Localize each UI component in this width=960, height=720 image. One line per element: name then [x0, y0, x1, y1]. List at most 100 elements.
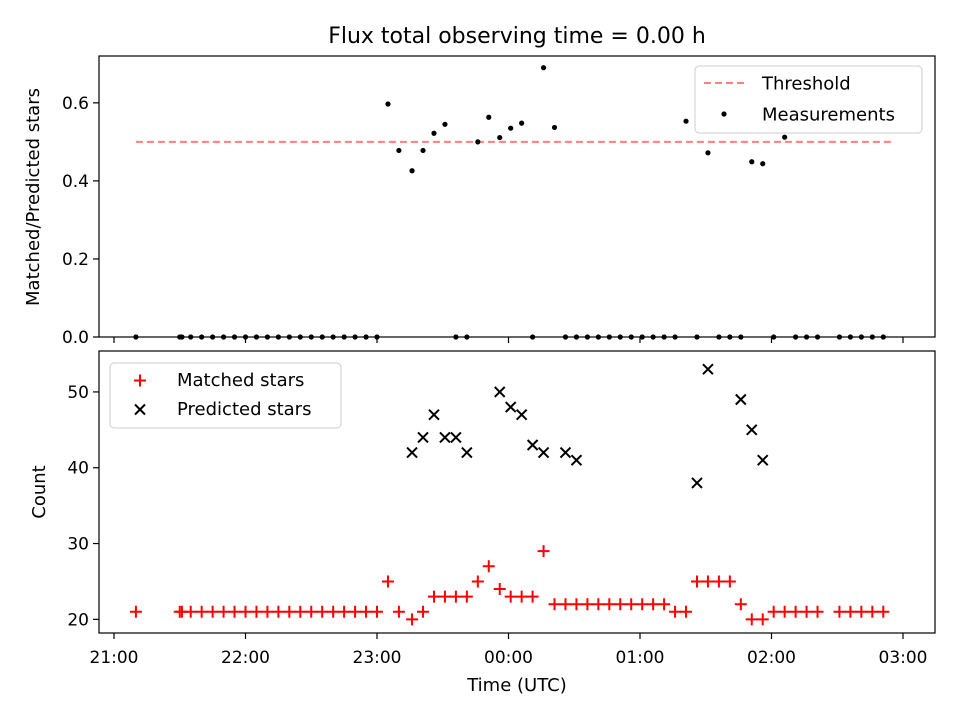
- time-x-tick-label: 03:00: [879, 648, 928, 668]
- measurement-point: [396, 147, 402, 154]
- measurement-point: [650, 334, 656, 340]
- matched-star-point: [272, 605, 285, 618]
- predicted-star-point: [746, 424, 758, 436]
- count-y-tick-label: 20: [67, 610, 89, 630]
- count-y-tick-label: 40: [67, 459, 89, 479]
- measurement-point: [672, 334, 678, 340]
- measurement-point: [264, 334, 271, 340]
- legend-threshold-label: Threshold: [761, 74, 851, 95]
- matched-star-point: [460, 590, 473, 603]
- measurement-point: [453, 334, 459, 340]
- matched-star-point: [723, 575, 736, 588]
- measurement-point: [530, 334, 536, 340]
- matched-star-point: [471, 575, 484, 588]
- ratio-plot-marks: [133, 65, 893, 340]
- measurement-point: [683, 118, 689, 124]
- time-x-tick-label: 02:00: [747, 648, 796, 668]
- matched-star-point: [427, 590, 440, 603]
- time-x-tick-label: 01:00: [616, 648, 665, 668]
- matched-star-point: [294, 605, 307, 618]
- count-y-axis: 20 30 40 50: [67, 383, 99, 630]
- measurement-point: [330, 334, 336, 340]
- matched-star-point: [417, 605, 430, 618]
- predicted-star-point: [526, 439, 539, 451]
- matched-star-point: [690, 575, 703, 588]
- measurement-point: [352, 334, 358, 340]
- time-x-tick-label: 21:00: [90, 648, 139, 668]
- legend-matched-label: Matched stars: [177, 370, 304, 391]
- matched-star-point: [406, 613, 419, 626]
- measurement-point: [297, 334, 303, 340]
- matched-star-point: [526, 590, 539, 603]
- matched-star-point: [515, 590, 528, 603]
- matched-star-point: [811, 605, 824, 618]
- legend-measurements-label: Measurements: [762, 105, 895, 126]
- measurement-point: [133, 334, 139, 340]
- ratio-panel: 0.0 0.2 0.4 0.6 Matched/Predicted stars Thr…: [23, 55, 936, 348]
- matched-star-point: [680, 605, 693, 618]
- time-x-tick-label: 22:00: [221, 648, 270, 668]
- matched-star-point: [217, 605, 230, 618]
- matched-star-point: [283, 605, 296, 618]
- matched-star-point: [449, 590, 462, 603]
- count-legend: Matched stars Predicted stars: [109, 362, 342, 429]
- predicted-star-point: [570, 454, 583, 466]
- measurement-point: [716, 334, 722, 340]
- measurement-point: [220, 334, 227, 340]
- time-x-tick-label: 23:00: [353, 648, 402, 668]
- measurement-point: [420, 147, 426, 154]
- matched-star-point: [338, 605, 351, 618]
- matched-star-point: [438, 590, 451, 603]
- x-axis-label: Time (UTC): [466, 675, 567, 696]
- matched-star-point: [360, 605, 373, 618]
- measurement-point: [475, 139, 481, 145]
- measurement-point: [803, 334, 810, 340]
- measurement-point: [199, 334, 205, 340]
- measurement-point: [519, 120, 525, 126]
- predicted-star-point: [494, 386, 506, 398]
- matched-star-point: [349, 605, 362, 618]
- measurement-point: [617, 334, 623, 340]
- measurement-point: [606, 334, 612, 340]
- matched-star-point: [228, 605, 241, 618]
- legend-predicted-swatch: [134, 403, 146, 416]
- measurement-point: [793, 334, 799, 340]
- matched-star-point: [316, 605, 329, 618]
- matched-star-point: [305, 605, 318, 618]
- matched-star-point: [756, 613, 769, 626]
- matched-star-point: [647, 598, 660, 611]
- matched-star-point: [592, 598, 605, 611]
- chart-title: Flux total observing time = 0.00 h: [328, 24, 706, 49]
- measurement-point: [275, 334, 281, 340]
- matched-star-point: [129, 605, 142, 618]
- ratio-y-axis: 0.0 0.2 0.4 0.6: [62, 94, 99, 348]
- matched-star-point: [548, 598, 561, 611]
- predicted-star-point: [735, 393, 747, 406]
- matched-star-point: [745, 613, 758, 626]
- time-x-tick-label: 00:00: [484, 648, 533, 668]
- matched-star-point: [537, 545, 550, 558]
- matched-star-point: [844, 605, 857, 618]
- time-x-axis: 21:00 22:00 23:00 00:00 01:00 02:00 03:00: [90, 633, 928, 668]
- matched-star-point: [239, 605, 252, 618]
- predicted-star-point: [559, 446, 572, 459]
- matched-star-point: [603, 598, 616, 611]
- matched-star-point: [206, 605, 219, 618]
- predicted-star-point: [757, 454, 769, 466]
- measurement-point: [210, 334, 216, 340]
- matched-star-point: [636, 598, 649, 611]
- measurement-point: [836, 334, 843, 340]
- count-y-tick-label: 50: [67, 383, 89, 403]
- matched-star-point: [381, 575, 394, 588]
- matched-star-point: [734, 598, 747, 611]
- predicted-star-point: [406, 446, 418, 459]
- count-y-tick-label: 30: [67, 535, 89, 555]
- matched-star-point: [833, 605, 846, 618]
- matched-star-point: [767, 605, 780, 618]
- ratio-y-tick-label: 0.4: [62, 172, 89, 192]
- matched-star-point: [327, 605, 340, 618]
- matched-star-point: [625, 598, 638, 611]
- predicted-star-point: [702, 363, 714, 375]
- measurement-point: [409, 168, 415, 174]
- measurement-point: [286, 334, 292, 340]
